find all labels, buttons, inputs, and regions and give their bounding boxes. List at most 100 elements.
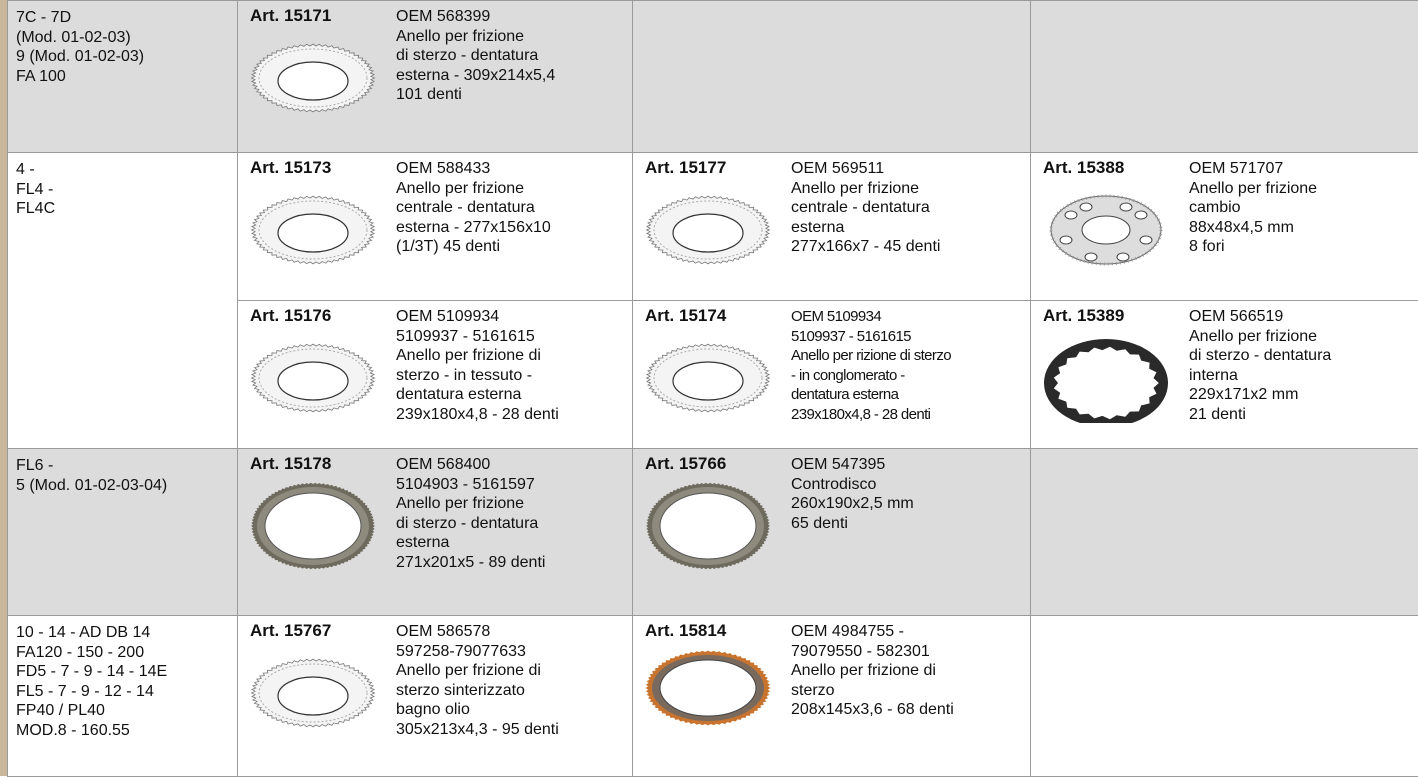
model-line: FA 100: [16, 67, 237, 87]
part-drawing: [248, 33, 378, 123]
description-line: - in conglomerato -: [791, 366, 951, 386]
model-line: MOD.8 - 160.55: [16, 721, 237, 741]
description-line: 260x190x2,5 mm: [791, 494, 914, 514]
model-line: FL4C: [16, 199, 237, 219]
part-drawing: [248, 648, 378, 738]
part-image: [1041, 185, 1171, 280]
description-line: Anello per frizione: [396, 27, 555, 47]
part-drawing: [248, 333, 378, 423]
description-line: 8 fori: [1189, 237, 1317, 257]
description-line: interna: [1189, 366, 1331, 386]
part-drawing: [248, 185, 378, 275]
description-line: OEM 569511: [791, 159, 940, 179]
part-image: [1041, 333, 1171, 428]
description-line: esterna - 309x214x5,4: [396, 66, 555, 86]
part-drawing: [1041, 185, 1171, 275]
part-image: [248, 333, 378, 428]
catalog-table: 7C - 7D(Mod. 01-02-03)9 (Mod. 01-02-03)F…: [7, 0, 1418, 777]
description-line: sterzo - in tessuto -: [396, 366, 559, 386]
model-line: 7C - 7D: [16, 8, 237, 28]
part-drawing: [1041, 333, 1171, 423]
description-line: 65 denti: [791, 514, 914, 534]
description-line: di sterzo - dentatura: [1189, 346, 1331, 366]
model-line: (Mod. 01-02-03): [16, 28, 237, 48]
model-line: 5 (Mod. 01-02-03-04): [16, 476, 237, 496]
description-line: OEM 588433: [396, 159, 551, 179]
description-line: OEM 568399: [396, 7, 555, 27]
description-line: OEM 568400: [396, 455, 545, 475]
description-line: sterzo sinterizzato: [396, 681, 559, 701]
part-image: [248, 33, 378, 128]
model-line: 4 -: [16, 160, 237, 180]
description-line: esterna: [791, 218, 940, 238]
description-line: sterzo: [791, 681, 954, 701]
description-line: 305x213x4,3 - 95 denti: [396, 720, 559, 740]
article-number: Art. 15388: [1043, 158, 1124, 178]
description-line: 5109937 - 5161615: [396, 327, 559, 347]
description-line: Anello per rizione di sterzo: [791, 346, 951, 366]
description-line: Controdisco: [791, 475, 914, 495]
part-drawing: [643, 648, 773, 738]
description-line: 271x201x5 - 89 denti: [396, 553, 545, 573]
description-line: Anello per frizione di: [396, 346, 559, 366]
model-line: FD5 - 7 - 9 - 14 - 14E: [16, 662, 237, 682]
item-cell: [1031, 616, 1418, 777]
part-drawing: [248, 481, 378, 571]
item-cell: Art. 15814 OEM 4984755 -79079550 - 582301…: [633, 616, 1031, 777]
description-line: 277x166x7 - 45 denti: [791, 237, 940, 257]
part-image: [248, 648, 378, 743]
table-row: FL6 -5 (Mod. 01-02-03-04) Art. 15178 OEM 5…: [8, 449, 1418, 616]
description-line: cambio: [1189, 198, 1317, 218]
description-line: 21 denti: [1189, 405, 1331, 425]
part-image: [248, 481, 378, 576]
article-number: Art. 15178: [250, 454, 331, 474]
article-number: Art. 15177: [645, 158, 726, 178]
model-line: 10 - 14 - AD DB 14: [16, 623, 237, 643]
article-number: Art. 15174: [645, 306, 726, 326]
description-line: OEM 547395: [791, 455, 914, 475]
description-line: bagno olio: [396, 700, 559, 720]
description-line: 5109937 - 5161615: [791, 327, 951, 347]
description-line: Anello per frizione: [1189, 327, 1331, 347]
description-line: di sterzo - dentatura: [396, 46, 555, 66]
item-cell: [1031, 1, 1418, 153]
model-line: FL6 -: [16, 456, 237, 476]
part-drawing: [643, 185, 773, 275]
item-cell: [633, 1, 1031, 153]
model-line: FL4 -: [16, 180, 237, 200]
description-line: 88x48x4,5 mm: [1189, 218, 1317, 238]
description-line: 208x145x3,6 - 68 denti: [791, 700, 954, 720]
model-line: FA120 - 150 - 200: [16, 643, 237, 663]
article-number: Art. 15173: [250, 158, 331, 178]
article-number: Art. 15389: [1043, 306, 1124, 326]
description-line: OEM 566519: [1189, 307, 1331, 327]
description-line: centrale - dentatura: [791, 198, 940, 218]
article-number: Art. 15814: [645, 621, 726, 641]
description-line: Anello per frizione di: [791, 661, 954, 681]
side-strip: [0, 0, 7, 776]
description-line: 239x180x4,8 - 28 denti: [396, 405, 559, 425]
description-line: OEM 571707: [1189, 159, 1317, 179]
description-line: Anello per frizione di: [396, 661, 559, 681]
item-cell: [1031, 449, 1418, 616]
article-number: Art. 15767: [250, 621, 331, 641]
model-cell: 4 -FL4 -FL4C: [8, 153, 238, 449]
model-line: FL5 - 7 - 9 - 12 - 14: [16, 682, 237, 702]
article-number: Art. 15176: [250, 306, 331, 326]
model-cell: FL6 -5 (Mod. 01-02-03-04): [8, 449, 238, 616]
description-line: esterna - 277x156x10: [396, 218, 551, 238]
description-line: 597258-79077633: [396, 642, 559, 662]
